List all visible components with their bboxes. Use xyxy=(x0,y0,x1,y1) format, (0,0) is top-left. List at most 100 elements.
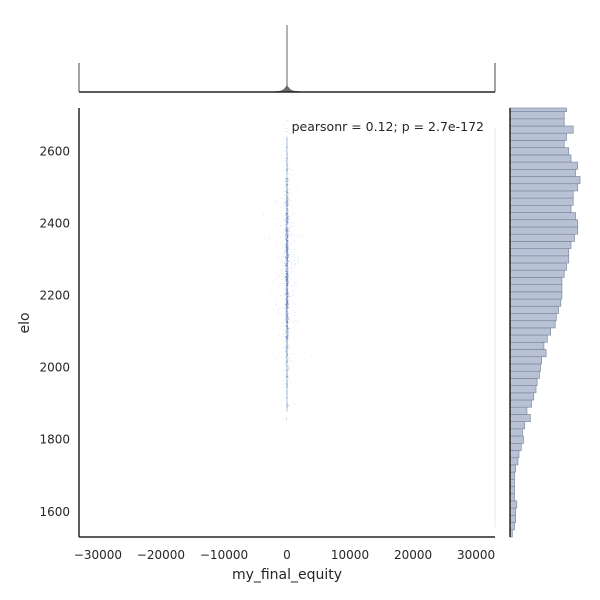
scatter-point xyxy=(276,246,278,248)
scatter-point xyxy=(262,259,264,261)
scatter-point xyxy=(287,205,289,207)
scatter-point xyxy=(270,341,272,343)
scatter-point xyxy=(285,270,287,272)
scatter-point xyxy=(286,236,288,238)
scatter-point xyxy=(286,262,288,264)
scatter-point xyxy=(286,269,288,271)
scatter-point xyxy=(308,310,310,311)
scatter-point xyxy=(277,256,279,258)
scatter-point xyxy=(286,285,288,287)
scatter-point xyxy=(286,227,288,229)
scatter-point xyxy=(275,271,277,273)
scatter-point xyxy=(287,257,289,259)
scatter-point xyxy=(287,257,289,259)
scatter-point xyxy=(294,173,295,175)
scatter-point xyxy=(284,190,286,192)
scatter-point xyxy=(286,157,288,159)
scatter-point xyxy=(286,296,288,298)
marginal-y-bar xyxy=(509,399,532,408)
scatter-point xyxy=(289,278,291,279)
scatter-point xyxy=(285,334,287,336)
scatter-point xyxy=(286,300,288,302)
scatter-point xyxy=(285,213,287,215)
scatter-point xyxy=(293,229,295,231)
scatter-point xyxy=(286,318,287,320)
scatter-points xyxy=(240,119,327,426)
scatter-point xyxy=(286,321,288,322)
scatter-point xyxy=(286,320,287,322)
scatter-point xyxy=(286,335,288,337)
scatter-point xyxy=(287,341,289,343)
scatter-point xyxy=(291,226,293,228)
scatter-point xyxy=(286,318,288,320)
scatter-point xyxy=(285,329,287,331)
scatter-point xyxy=(294,309,296,311)
scatter-point xyxy=(285,346,286,348)
scatter-point xyxy=(285,304,287,306)
scatter-point xyxy=(285,370,287,372)
scatter-point xyxy=(286,211,287,213)
scatter-point xyxy=(286,218,288,219)
scatter-point xyxy=(285,228,287,230)
scatter-point xyxy=(264,238,266,240)
scatter-point xyxy=(284,263,286,265)
scatter-point xyxy=(302,169,304,171)
scatter-point xyxy=(277,266,279,268)
scatter-point xyxy=(284,286,286,288)
marginal-y-bar xyxy=(509,370,540,379)
scatter-point xyxy=(282,324,284,326)
scatter-point xyxy=(287,273,289,275)
scatter-point xyxy=(315,291,317,293)
scatter-point xyxy=(286,259,288,261)
scatter-point xyxy=(287,254,289,256)
scatter-point xyxy=(291,251,292,253)
scatter-point xyxy=(287,397,289,399)
scatter-point xyxy=(292,365,294,367)
scatter-point xyxy=(286,274,288,276)
scatter-point xyxy=(268,236,270,238)
scatter-point xyxy=(287,367,289,369)
scatter-point xyxy=(295,305,297,307)
scatter-point xyxy=(286,257,288,259)
scatter-point xyxy=(287,221,289,223)
scatter-point xyxy=(286,240,288,242)
scatter-point xyxy=(286,234,288,236)
scatter-point xyxy=(278,285,280,287)
scatter-point xyxy=(286,297,288,299)
marginal-y-bar xyxy=(509,320,556,329)
scatter-point xyxy=(287,240,288,242)
scatter-point xyxy=(285,281,287,283)
scatter-point xyxy=(286,376,288,378)
scatter-point xyxy=(287,316,289,318)
scatter-point xyxy=(283,251,285,253)
scatter-point xyxy=(281,260,283,262)
scatter-point xyxy=(278,352,280,354)
scatter-point xyxy=(289,295,291,297)
scatter-point xyxy=(284,265,286,267)
scatter-point xyxy=(286,271,288,273)
scatter-point xyxy=(297,214,299,216)
scatter-point xyxy=(286,226,288,228)
scatter-point xyxy=(279,206,281,208)
scatter-point xyxy=(287,267,289,269)
scatter-point xyxy=(286,299,288,301)
scatter-point xyxy=(293,352,295,354)
scatter-point xyxy=(284,244,285,245)
scatter-point xyxy=(285,339,287,341)
scatter-point xyxy=(285,337,287,339)
scatter-point xyxy=(284,308,286,310)
scatter-point xyxy=(286,297,288,299)
scatter-point xyxy=(286,284,288,286)
scatter-point xyxy=(287,209,289,211)
scatter-point xyxy=(286,204,288,206)
marginal-y-histogram xyxy=(509,107,581,538)
scatter-point xyxy=(284,276,286,278)
scatter-point xyxy=(285,307,287,309)
scatter-point xyxy=(291,264,293,266)
scatter-point xyxy=(286,208,288,210)
scatter-point xyxy=(286,355,288,357)
marginal-y-bar xyxy=(509,414,531,422)
scatter-point xyxy=(293,253,295,255)
scatter-point xyxy=(288,188,290,190)
scatter-point xyxy=(293,285,295,287)
